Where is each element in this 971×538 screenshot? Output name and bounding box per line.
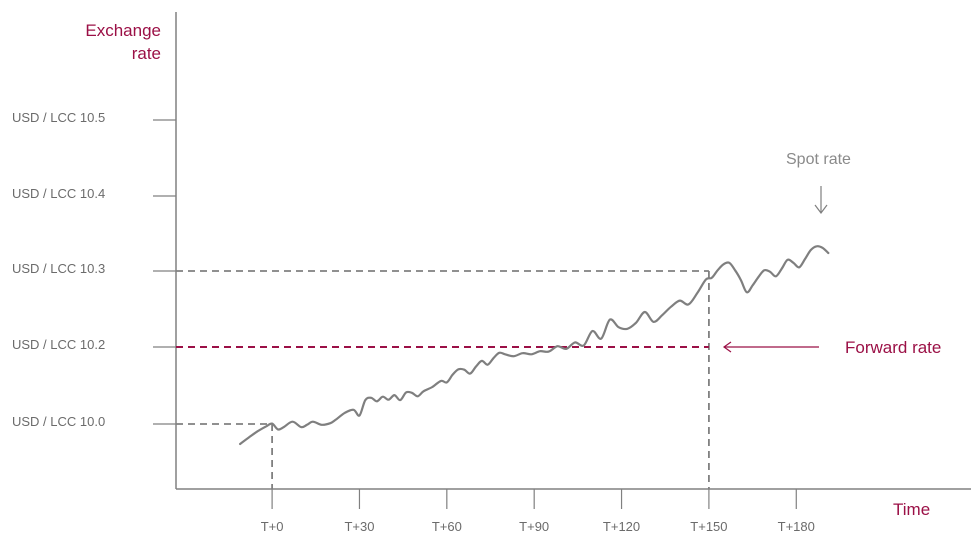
x-tick-label: T+120 [602, 519, 641, 534]
x-tick-label: T+90 [519, 519, 550, 534]
axes [175, 12, 971, 490]
y-tick-label: USD / LCC 10.0 [12, 414, 106, 429]
spot-rate-label: Spot rate [786, 151, 851, 168]
spot-rate-arrow-head [814, 204, 828, 214]
x-tick-label: T+0 [260, 519, 284, 534]
y-tick-label: USD / LCC 10.4 [12, 186, 106, 201]
y-tick-label: USD / LCC 10.3 [12, 261, 106, 276]
x-ticks [271, 489, 797, 509]
y-axis-title-line-1: Exchange [85, 21, 161, 40]
x-axis-title: Time [893, 500, 931, 519]
forward-rate-label: Forward rate [845, 338, 942, 357]
forward-rate-arrow-head [722, 341, 732, 353]
annotation-arrows [722, 186, 828, 353]
x-tick-label: T+30 [344, 519, 375, 534]
spot-rate-series-line [239, 245, 830, 446]
x-tick-label: T+150 [690, 519, 728, 534]
series-layer [239, 245, 830, 446]
y-tick-label: USD / LCC 10.5 [12, 110, 106, 125]
x-tick-label: T+180 [777, 519, 815, 534]
y-axis-title-line-2: rate [131, 44, 161, 63]
x-tick-label: T+60 [431, 519, 462, 534]
y-ticks [153, 119, 176, 425]
y-tick-label: USD / LCC 10.2 [12, 337, 106, 352]
reference-lines [176, 270, 710, 489]
